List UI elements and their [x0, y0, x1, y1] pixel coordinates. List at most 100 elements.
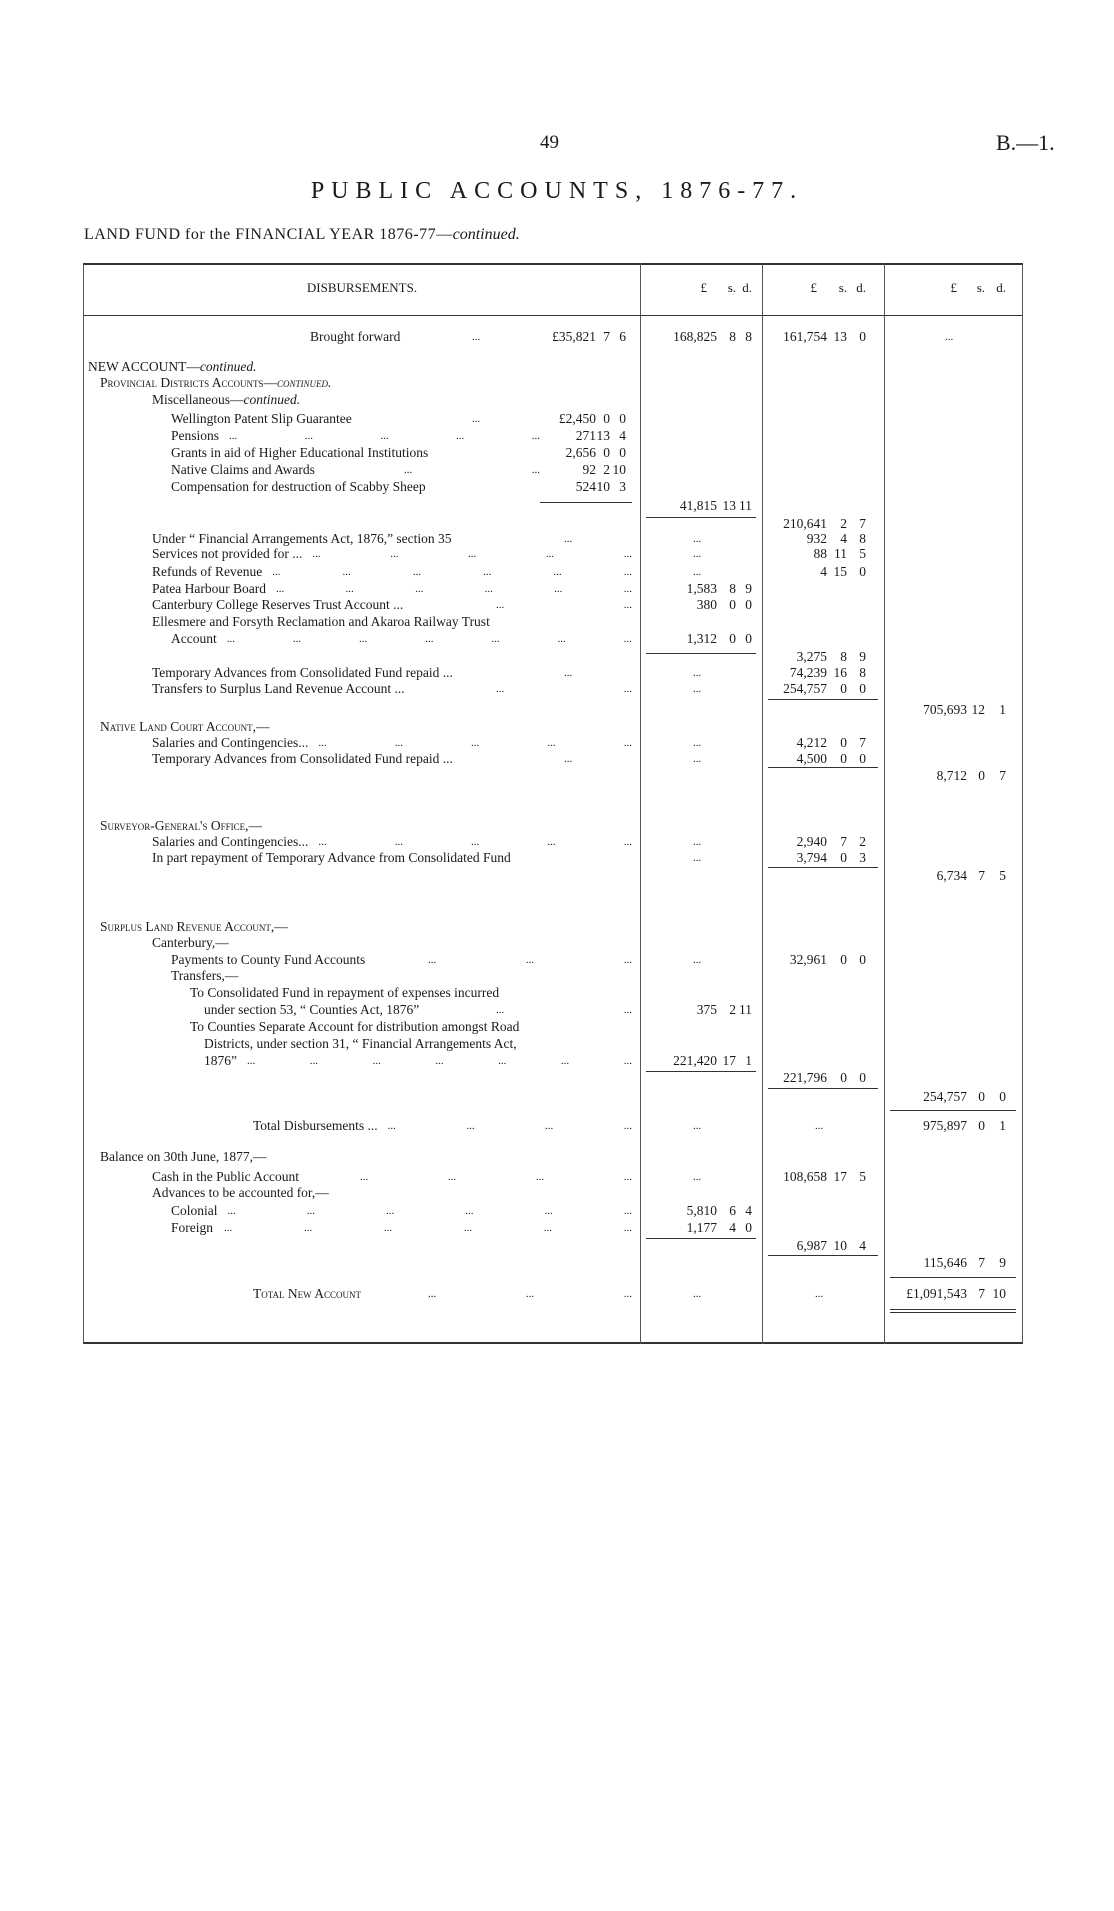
- amount-pence: 3: [619, 479, 626, 494]
- dots: ...: [525, 1288, 535, 1300]
- amount-pounds: 932: [806, 531, 827, 546]
- row-label: Services not provided for ...: [152, 546, 302, 562]
- row-label-italic: continued.: [199, 359, 257, 374]
- total-rule: [646, 517, 756, 518]
- dots: ...: [557, 633, 566, 645]
- amount-pounds: 380: [696, 597, 717, 612]
- dots: ...: [623, 599, 632, 611]
- amount-pounds: 6,734: [936, 868, 967, 883]
- amount-pounds: 4,212: [796, 735, 827, 750]
- amount-pence: 8: [859, 665, 866, 680]
- amount-pence: 0: [859, 681, 866, 696]
- header-shillings: s.: [976, 280, 985, 295]
- header-disbursements: DISBURSEMENTS.: [306, 280, 418, 295]
- table-row: under section 53, “ Counties Act, 1876”.…: [0, 1002, 1114, 1018]
- row-label: Advances to be accounted for,—: [152, 1185, 329, 1201]
- amount-pounds: 115,646: [923, 1255, 967, 1270]
- dots: ...: [404, 464, 413, 476]
- amount-pounds: 88: [813, 546, 828, 561]
- amount-shillings: 13: [596, 428, 611, 443]
- table-row: 6,734 7 5: [0, 868, 1114, 884]
- dots: ...: [498, 1055, 507, 1067]
- amount-pence: 0: [619, 411, 626, 426]
- amount-pence: 8: [859, 531, 866, 546]
- amount-shillings: 0: [978, 768, 985, 783]
- page-title: PUBLIC ACCOUNTS, 1876-77.: [310, 178, 804, 204]
- amount-shillings: 17: [722, 1053, 737, 1068]
- dots: ...: [226, 633, 235, 645]
- amount-pence: 2: [859, 834, 866, 849]
- row-label-text: Ellesmere and Forsyth Reclamation and Ak…: [152, 614, 490, 629]
- dots: ...: [394, 836, 403, 848]
- row-label-text: Account: [171, 631, 217, 646]
- row-label: Account: [171, 631, 217, 647]
- dots: ...: [564, 753, 573, 765]
- dot-leader: ...............: [318, 834, 632, 850]
- amount-pounds: 705,693: [923, 702, 967, 717]
- ellipsis-cell: ...: [693, 836, 702, 848]
- row-label-text: Native Claims and Awards: [171, 462, 315, 477]
- row-label: Canterbury College Reserves Trust Accoun…: [152, 597, 403, 613]
- amount-pounds: 221,420: [673, 1053, 717, 1068]
- row-label-text: Brought forward: [310, 329, 401, 344]
- row-label-text: Salaries and Contingencies...: [152, 735, 309, 750]
- amount-pence: 11: [739, 498, 752, 513]
- amount-pounds: 375: [696, 1002, 717, 1017]
- amount-pence: 4: [619, 428, 626, 443]
- total-rule: [768, 767, 878, 768]
- dots: ...: [428, 954, 437, 966]
- amount-pounds: 3,794: [796, 850, 827, 865]
- dots: ...: [306, 1205, 315, 1217]
- row-label: Total New Account: [253, 1286, 361, 1302]
- row-label-text: Wellington Patent Slip Guarantee: [171, 411, 352, 426]
- amount-pounds: 41,815: [679, 498, 717, 513]
- row-label: Temporary Advances from Consolidated Fun…: [152, 751, 453, 767]
- amount-shillings: 11: [834, 546, 847, 561]
- amount-shillings: 8: [729, 581, 736, 596]
- amount-pence: 5: [999, 868, 1006, 883]
- amount-pounds: £2,450: [558, 411, 596, 426]
- table-row: Salaries and Contingencies..............…: [0, 834, 1114, 850]
- amount-pence: 10: [992, 1286, 1007, 1301]
- table-subtitle: LAND FUND for the FINANCIAL YEAR 1876-77…: [84, 226, 520, 244]
- dots: ...: [468, 548, 477, 560]
- row-label: Colonial: [171, 1203, 218, 1219]
- amount-pence: 0: [999, 1089, 1006, 1104]
- amount-pence: 0: [859, 751, 866, 766]
- row-label: Compensation for destruction of Scabby S…: [171, 479, 426, 495]
- amount-pence: 1: [999, 1118, 1006, 1133]
- row-label-text: Transfers to Surplus Land Revenue Accoun…: [152, 681, 405, 696]
- dot-leader: ...: [472, 411, 540, 427]
- dots: ...: [496, 1004, 505, 1016]
- amount-shillings: 7: [840, 834, 847, 849]
- amount-pounds: 1,583: [686, 581, 717, 596]
- row-label-text: Pensions: [171, 428, 220, 443]
- row-label-text: Services not provided for ...: [152, 546, 303, 561]
- row-label-text: Under “ Financial Arrangements Act, 1876…: [152, 531, 452, 546]
- table-row: Payments to County Fund Accounts........…: [0, 952, 1114, 968]
- row-label-text: Salaries and Contingencies...: [152, 834, 309, 849]
- row-label-text: Surveyor-General's Office,—: [100, 818, 262, 833]
- dots: ...: [466, 1120, 475, 1132]
- amount-pounds: 254,757: [923, 1089, 967, 1104]
- table-row: Wellington Patent Slip Guarantee... £2,45…: [0, 411, 1114, 427]
- dots: ...: [456, 430, 465, 442]
- header-shillings: s.: [838, 280, 847, 295]
- row-label: Payments to County Fund Accounts: [171, 952, 365, 968]
- dots: ...: [491, 633, 500, 645]
- page-number: 49: [540, 132, 559, 153]
- ellipsis-cell: ...: [693, 1171, 702, 1183]
- row-label: Brought forward: [310, 329, 400, 345]
- dots: ...: [623, 1120, 632, 1132]
- table-row: Foreign.................. 1,177 4 0: [0, 1220, 1114, 1236]
- amount-pence: 11: [739, 1002, 752, 1017]
- dots: ...: [472, 413, 481, 425]
- total-rule: [890, 1312, 1016, 1313]
- total-rule: [646, 1238, 756, 1239]
- row-label: 1876”: [204, 1053, 237, 1069]
- amount-pence: 9: [999, 1255, 1006, 1270]
- row-label: Salaries and Contingencies...: [152, 735, 308, 751]
- amount-pounds: 4,500: [796, 751, 827, 766]
- total-rule: [890, 1277, 1016, 1278]
- ellipsis-cell: ...: [693, 683, 702, 695]
